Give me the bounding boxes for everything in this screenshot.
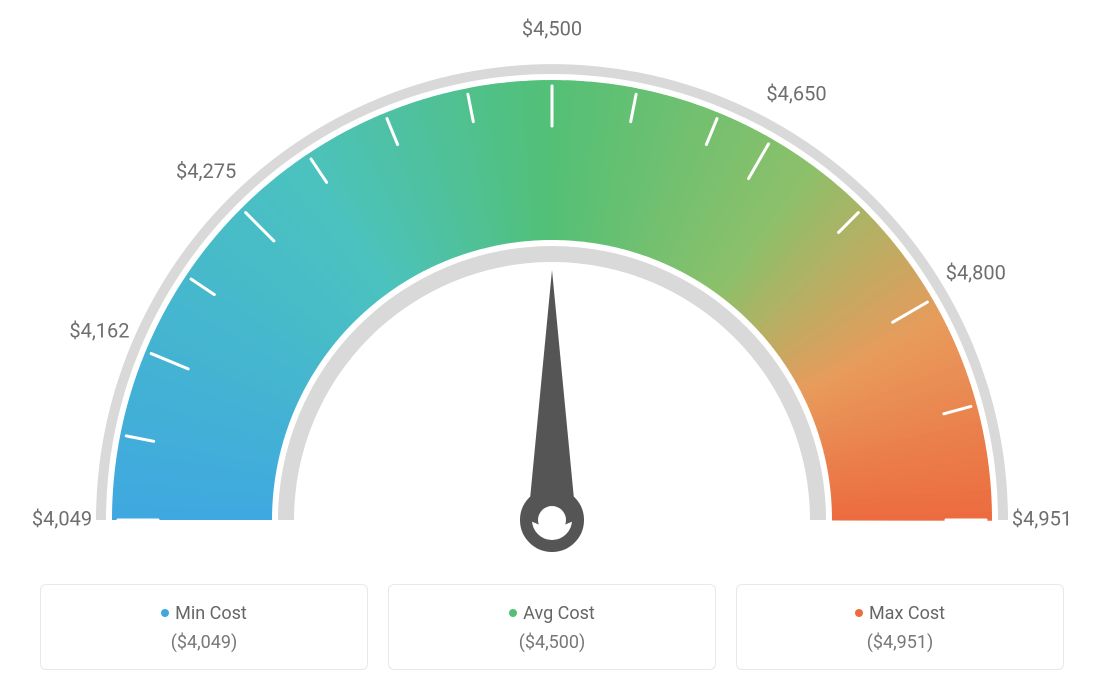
legend-card-min: Min Cost ($4,049) [40,584,368,670]
legend-card-max: Max Cost ($4,951) [736,584,1064,670]
min-title: Min Cost [175,603,247,624]
tick-label: $4,800 [946,260,1006,284]
max-title: Max Cost [869,603,945,624]
tick-label: $4,500 [522,16,582,40]
avg-title: Avg Cost [523,603,595,624]
avg-dot [509,609,517,617]
tick-label: $4,951 [1012,506,1072,530]
legend-card-avg: Avg Cost ($4,500) [388,584,716,670]
gauge-chart: $4,049 $4,162 $4,275 $4,500 $4,650 $4,800 $4,9… [0,0,1104,560]
tick-label: $4,650 [766,82,826,106]
avg-value: ($4,500) [409,632,695,653]
legend-row: Min Cost ($4,049) Avg Cost ($4,500) Max … [40,584,1064,670]
min-value: ($4,049) [61,632,347,653]
tick-label: $4,049 [32,506,92,530]
gauge-svg: $4,049 $4,162 $4,275 $4,500 $4,650 $4,800 $4,9… [0,0,1104,560]
min-dot [161,609,169,617]
max-dot [855,609,863,617]
tick-label: $4,162 [69,318,129,342]
max-value: ($4,951) [757,632,1043,653]
tick-label: $4,275 [176,159,236,183]
